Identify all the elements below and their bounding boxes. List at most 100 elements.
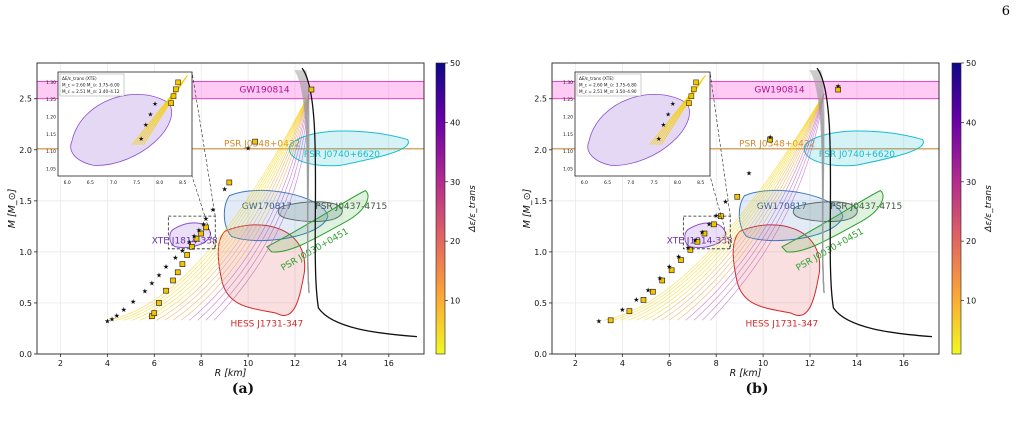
inset-xte-contour (587, 94, 690, 167)
square-marker (659, 277, 666, 284)
hybrid-curve (164, 93, 310, 321)
square-marker (835, 86, 841, 93)
square-marker (151, 310, 158, 316)
x-tick-label: 14 (852, 359, 862, 368)
star-marker: ★ (722, 198, 728, 206)
x-tick-label: 14 (337, 359, 347, 368)
zoom-connector (191, 175, 216, 249)
inset-y-tick-label: 1.15 (563, 132, 573, 138)
inset-square (693, 79, 699, 86)
label-gw190814: GW190814 (754, 86, 805, 96)
star-marker: ★ (149, 280, 155, 288)
star-marker: ★ (163, 263, 169, 271)
hadronic-curve (301, 69, 310, 293)
inset-legend-text: ΔE/ε_trans (XTE) (62, 76, 97, 81)
hybrid-curve (669, 93, 825, 321)
colorbar-tick-label: 30 (966, 178, 976, 187)
reference-curve (816, 67, 933, 338)
hadronic-curve (303, 69, 310, 293)
colorbar-tick-label: 40 (966, 118, 976, 127)
square-marker (189, 243, 195, 250)
colorbar-tick-label: 20 (450, 237, 460, 246)
square-marker (226, 179, 233, 186)
hybrid-curve (205, 93, 310, 321)
hybrid-curve (660, 93, 825, 321)
inset-legend-text: M_c = 2.51 M_⊙: 3.40–4.12 (62, 89, 120, 94)
inset-y-tick-label: 1.25 (563, 97, 573, 103)
inset-legend-text: M_c = 2.51 M_⊙: 3.50–4.90 (579, 89, 637, 94)
inset-xte-contour (70, 94, 172, 167)
square-marker (650, 288, 656, 295)
x-tick-label: 6 (152, 359, 157, 368)
hadronic-curve (809, 69, 825, 293)
star-marker: ★ (657, 274, 663, 282)
star-marker: ★ (156, 271, 162, 279)
x-tick-label: 2 (573, 359, 578, 368)
square-marker (179, 261, 186, 267)
star-marker: ★ (109, 315, 115, 323)
hadronic-curve (295, 69, 310, 293)
x-tick-label: 4 (620, 359, 625, 368)
panel-label: (a) (232, 381, 254, 397)
inset-square (175, 79, 181, 86)
label-hess: HESS J1731-347 (230, 319, 303, 329)
square-marker (198, 230, 204, 237)
j0740-contour (288, 130, 409, 167)
star-marker: ★ (130, 298, 136, 306)
x-tick-label: 12 (805, 359, 815, 368)
square-marker (193, 235, 200, 242)
inset-legend-text: M_c = 2.60 M_⊙: 3.75–6.00 (62, 83, 120, 88)
inset-square (173, 86, 179, 93)
inset-square (168, 100, 174, 106)
square-marker (767, 136, 773, 143)
star-marker: ★ (191, 233, 197, 241)
colorbar (435, 62, 446, 355)
colorbar-label: Δε/ε_trans (468, 185, 478, 233)
hadronic-curve (302, 69, 310, 293)
square-marker (156, 300, 162, 306)
zoom-connector (191, 71, 216, 217)
square-marker (170, 277, 176, 284)
label-j0437: PSR J0437-4715 (830, 202, 902, 212)
inset-x-tick-label: 7.5 (133, 180, 140, 186)
hybrid-curve (131, 93, 310, 321)
xte-contour (169, 222, 212, 249)
inset-square (170, 93, 177, 100)
star-marker: ★ (179, 247, 185, 255)
zoom-connector (709, 71, 731, 217)
j0030-contour (266, 190, 369, 253)
hadronic-curve (810, 69, 825, 293)
inset-star: ★ (143, 121, 149, 129)
y-tick-label: 2.0 (534, 146, 547, 155)
square-marker (701, 230, 708, 237)
label-j0740: PSR J0740+6620 (819, 150, 896, 160)
y-tick-label: 0.5 (534, 299, 547, 308)
hybrid-curve (652, 93, 825, 321)
inset-y-tick-label: 1.10 (46, 149, 56, 155)
inset-legend-text: ΔE/ε_trans (XTE) (579, 76, 614, 81)
hybrid-curve (156, 93, 310, 321)
star-marker: ★ (196, 226, 202, 234)
colorbar-tick-label: 40 (450, 118, 460, 127)
square-marker (734, 193, 741, 200)
star-marker: ★ (221, 186, 227, 194)
hadronic-curve (304, 69, 310, 293)
square-marker (308, 86, 315, 93)
y-tick-label: 1.0 (534, 248, 547, 257)
star-marker: ★ (245, 145, 251, 153)
zoom-connector (709, 175, 731, 249)
hybrid-curve (148, 93, 310, 321)
hybrid-curve (213, 93, 310, 321)
x-tick-label: 4 (105, 359, 110, 368)
label-gw190814: GW190814 (239, 86, 290, 96)
star-marker: ★ (706, 220, 712, 228)
hybrid-curve (123, 93, 310, 321)
star-marker: ★ (596, 317, 602, 325)
star-marker: ★ (685, 244, 691, 252)
hess-contour (217, 224, 305, 316)
hybrid-curve (115, 93, 310, 321)
y-tick-label: 0.0 (534, 350, 547, 359)
y-tick-label: 2.0 (19, 146, 32, 155)
inset-x-tick-label: 6.5 (87, 180, 94, 186)
x-tick-label: 16 (899, 359, 909, 368)
